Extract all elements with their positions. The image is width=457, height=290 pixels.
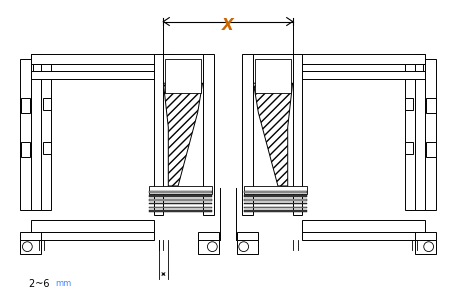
Bar: [303, 71, 425, 79]
Bar: [21, 98, 30, 113]
Bar: [31, 54, 41, 211]
Text: mm: mm: [56, 279, 72, 288]
Bar: [242, 54, 254, 215]
Circle shape: [239, 242, 249, 251]
Bar: [426, 98, 436, 113]
Bar: [149, 206, 213, 208]
Bar: [149, 203, 213, 204]
Bar: [244, 206, 307, 208]
Bar: [202, 54, 214, 215]
Bar: [165, 59, 201, 93]
Bar: [31, 71, 154, 79]
Bar: [154, 54, 164, 215]
Bar: [41, 64, 51, 211]
Bar: [237, 232, 258, 250]
Bar: [292, 54, 303, 215]
Bar: [244, 203, 307, 204]
Bar: [149, 199, 213, 201]
Bar: [244, 211, 307, 212]
Bar: [31, 232, 154, 240]
Bar: [21, 142, 30, 157]
Bar: [149, 191, 213, 193]
Bar: [31, 54, 173, 64]
Bar: [405, 64, 415, 211]
Bar: [244, 186, 307, 194]
Bar: [149, 195, 213, 197]
Bar: [415, 240, 436, 255]
Circle shape: [424, 242, 434, 251]
Bar: [20, 59, 31, 211]
Circle shape: [207, 242, 217, 251]
Bar: [43, 142, 51, 154]
Bar: [31, 220, 154, 232]
Bar: [198, 240, 219, 255]
Bar: [149, 211, 213, 212]
Text: X: X: [222, 18, 234, 32]
Bar: [255, 59, 291, 93]
Bar: [283, 54, 425, 64]
Bar: [254, 54, 292, 83]
Bar: [426, 142, 436, 157]
Bar: [244, 199, 307, 201]
Bar: [244, 195, 307, 197]
Bar: [425, 59, 436, 211]
Bar: [20, 232, 41, 250]
Bar: [303, 220, 425, 232]
Circle shape: [22, 242, 32, 251]
Bar: [244, 191, 307, 193]
Bar: [149, 186, 213, 194]
Bar: [415, 232, 436, 250]
Bar: [33, 64, 171, 71]
Text: 2~6: 2~6: [29, 279, 53, 289]
Bar: [198, 232, 219, 250]
Bar: [164, 54, 202, 83]
Bar: [303, 232, 425, 240]
Bar: [285, 64, 423, 71]
Bar: [405, 98, 413, 110]
Bar: [43, 98, 51, 110]
Bar: [405, 142, 413, 154]
Polygon shape: [254, 83, 292, 186]
Bar: [20, 240, 41, 255]
Polygon shape: [164, 83, 202, 186]
Bar: [415, 54, 425, 211]
Bar: [237, 240, 258, 255]
